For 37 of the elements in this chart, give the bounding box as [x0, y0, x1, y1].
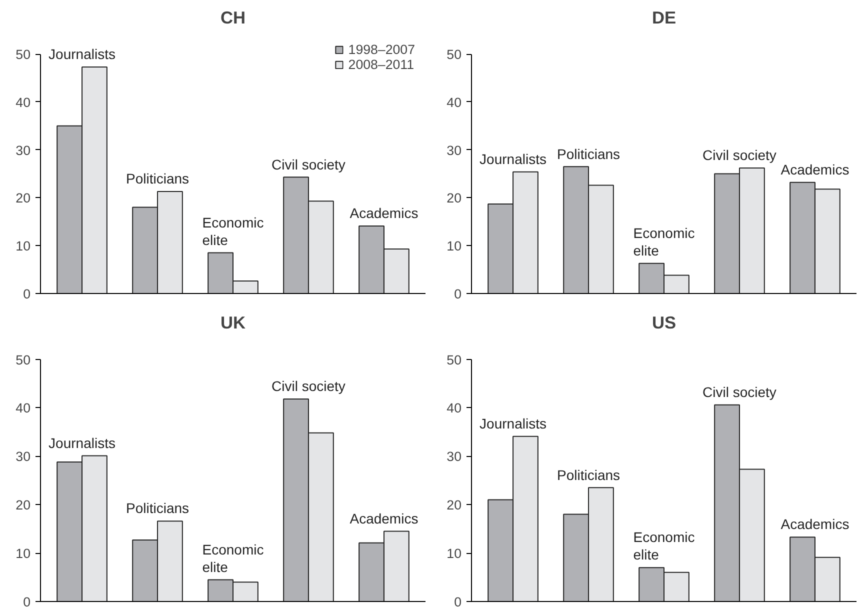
category-label: Civil society — [702, 384, 776, 400]
category-label: Politicians — [556, 466, 620, 483]
category-label: Politicians — [556, 146, 620, 162]
y-tick-label: 40 — [446, 400, 462, 416]
chart-title: DE — [652, 8, 676, 28]
y-tick-label: 10 — [446, 546, 462, 562]
y-tick-label: 0 — [23, 594, 31, 610]
y-tick-label: 50 — [446, 47, 462, 62]
y-tick-label: 20 — [446, 498, 462, 513]
y-tick-label: 30 — [16, 142, 31, 158]
category-label: Journalists — [480, 415, 546, 432]
y-tick-label: 40 — [446, 94, 462, 110]
y-tick-label: 20 — [16, 190, 31, 206]
category-label: Civil society — [702, 147, 776, 164]
chart-title: CH — [220, 8, 246, 28]
y-tick-label: 0 — [454, 286, 462, 302]
category-label: Academics — [780, 516, 850, 532]
legend-label: 2008–2011 — [348, 57, 414, 72]
y-tick-label: 50 — [446, 352, 462, 368]
y-tick-label: 30 — [446, 142, 462, 158]
chart-title: UK — [220, 312, 246, 332]
y-tick-label: 10 — [446, 238, 462, 254]
y-tick-label: 40 — [16, 94, 31, 110]
y-tick-label: 30 — [446, 449, 462, 464]
y-tick-label: 10 — [16, 546, 31, 562]
y-tick-label: 50 — [16, 352, 31, 368]
y-tick-label: 40 — [16, 400, 31, 416]
category-label: Journalists — [480, 151, 546, 168]
y-tick-label: 30 — [16, 449, 31, 464]
y-tick-label: 20 — [16, 498, 31, 513]
y-tick-label: 20 — [446, 190, 462, 206]
legend-label: 1998–2007 — [348, 42, 415, 57]
y-tick-label: 0 — [454, 594, 462, 610]
y-tick-label: 10 — [16, 238, 31, 254]
y-tick-label: 50 — [16, 47, 31, 62]
y-tick-label: 0 — [23, 286, 31, 302]
chart-title: US — [652, 312, 676, 332]
